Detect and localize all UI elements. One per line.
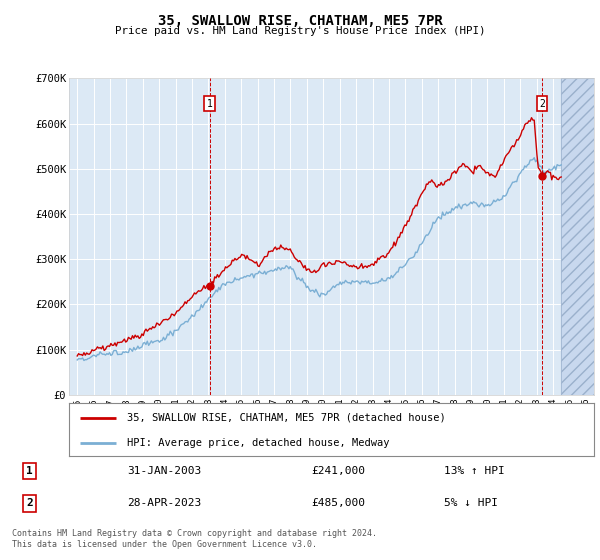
Text: 31-JAN-2003: 31-JAN-2003 (127, 466, 202, 476)
Text: 1: 1 (207, 99, 213, 109)
Text: £485,000: £485,000 (311, 498, 365, 508)
Text: £241,000: £241,000 (311, 466, 365, 476)
Text: 35, SWALLOW RISE, CHATHAM, ME5 7PR: 35, SWALLOW RISE, CHATHAM, ME5 7PR (158, 14, 442, 28)
Text: 13% ↑ HPI: 13% ↑ HPI (444, 466, 505, 476)
Text: HPI: Average price, detached house, Medway: HPI: Average price, detached house, Medw… (127, 438, 389, 448)
Text: 28-APR-2023: 28-APR-2023 (127, 498, 202, 508)
Text: 35, SWALLOW RISE, CHATHAM, ME5 7PR (detached house): 35, SWALLOW RISE, CHATHAM, ME5 7PR (deta… (127, 413, 445, 423)
Text: 5% ↓ HPI: 5% ↓ HPI (444, 498, 498, 508)
Bar (561, 78, 594, 395)
Bar (561, 78, 594, 395)
Text: Price paid vs. HM Land Registry's House Price Index (HPI): Price paid vs. HM Land Registry's House … (115, 26, 485, 36)
Text: 2: 2 (539, 99, 545, 109)
Text: Contains HM Land Registry data © Crown copyright and database right 2024.
This d: Contains HM Land Registry data © Crown c… (12, 529, 377, 549)
Text: 2: 2 (26, 498, 32, 508)
Text: 1: 1 (26, 466, 32, 476)
